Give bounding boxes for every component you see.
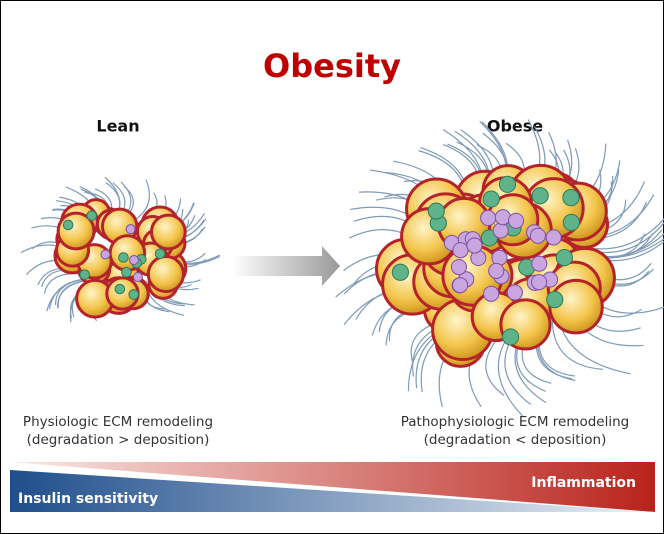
immune-cell [450,258,467,276]
lean-tissue [20,176,221,323]
macrophage [480,229,498,247]
immune-cell [483,285,500,302]
macrophage [62,219,74,231]
fiber [551,316,603,370]
immune-cell [529,227,546,244]
immune-cell [452,277,469,294]
macrophage [562,213,580,232]
macrophage [546,291,564,309]
caption: (degradation > deposition) [27,432,210,448]
caption: (degradation < deposition) [424,432,607,448]
bar-label: Insulin sensitivity [18,491,158,507]
macrophage [427,202,445,220]
immune-cell [494,209,511,226]
immune-cell [452,242,469,259]
macrophage [128,289,140,300]
macrophage [118,252,129,263]
macrophage [562,189,580,207]
immune-cell [480,209,497,227]
panel-label: Lean [96,117,139,136]
macrophage [86,210,98,221]
macrophage [121,266,132,278]
immune-cell [530,274,548,291]
immune-cell [488,262,505,279]
immune-cell [545,229,562,246]
title: Obesity [263,47,401,85]
immune-cell [507,212,525,229]
arrow [232,246,340,286]
macrophage [154,248,166,260]
immune-cell [506,284,523,301]
adipocyte [146,255,185,294]
macrophage [498,175,517,193]
macrophage [531,187,549,205]
macrophage [391,263,409,281]
macrophage [555,248,573,267]
caption: Physiologic ECM remodeling [23,414,213,430]
immune-cell [492,222,509,239]
adipocyte [149,213,187,251]
macrophage [79,269,90,280]
immune-cell [491,249,508,266]
immune-cell [129,255,139,266]
bar-label: Inflammation [531,475,636,491]
macrophage [482,190,500,208]
immune-cell [100,249,111,260]
obese-tissue [335,119,664,417]
immune-cell [531,255,548,272]
immune-cell [125,224,136,235]
insulin-wedge [10,470,655,512]
macrophage [501,328,520,346]
immune-cell [132,272,143,283]
immune-cell [466,237,483,254]
inflammation-wedge [10,462,655,512]
macrophage [114,283,126,295]
caption: Pathophysiologic ECM remodeling [401,414,630,430]
